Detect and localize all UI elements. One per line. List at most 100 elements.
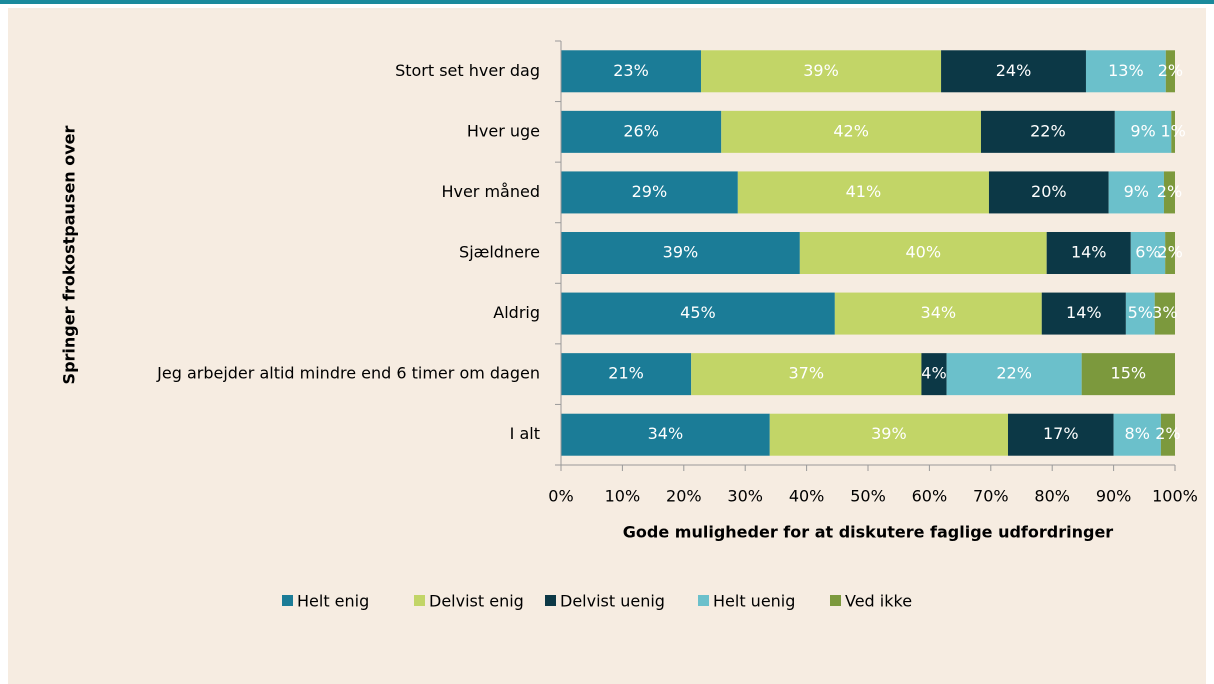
data-label: 6% [1135,243,1160,262]
data-label: 5% [1128,303,1153,322]
bar-segment [769,413,1008,456]
data-label: 41% [846,182,882,201]
data-label: 39% [663,243,699,262]
bar-segment [1171,110,1175,153]
data-label: 26% [623,121,659,140]
x-tick-label: 60% [912,487,948,506]
legend-label: Helt enig [297,592,369,611]
data-label: 15% [1111,364,1147,383]
bar-segment [737,171,989,214]
data-label: 2% [1157,243,1182,262]
bar-segment [1160,413,1175,456]
data-label: 39% [803,61,839,80]
bar-segment [1130,232,1166,274]
bar-segment [980,110,1115,153]
category-label: Hver måned [441,182,540,201]
bar-segment [1085,50,1166,93]
category-label: Hver uge [467,121,540,140]
bar-segment [700,50,942,93]
legend-swatch [282,595,293,606]
bar-segment [561,110,722,153]
legend-label: Ved ikke [845,592,912,611]
data-label: 22% [996,364,1032,383]
bar-segment [946,353,1082,396]
category-label: Aldrig [493,303,540,322]
bar-segment [561,292,835,335]
legend-swatch [830,595,841,606]
data-label: 39% [871,424,907,443]
bar-segment [561,353,692,396]
data-label: 23% [613,61,649,80]
data-label: 2% [1157,182,1182,201]
bar-segment [834,292,1042,335]
data-label: 13% [1108,61,1144,80]
bar-segment [1165,232,1175,274]
x-tick-label: 40% [789,487,825,506]
data-label: 45% [680,303,716,322]
panel [8,8,1206,684]
bar-segment [1041,292,1126,335]
data-label: 37% [789,364,825,383]
bar-segment [1081,353,1175,396]
legend-swatch [414,595,425,606]
bar-segment [941,50,1086,93]
bar-segment [988,171,1109,214]
legend-label: Delvist enig [429,592,524,611]
bar-segment [1007,413,1114,456]
data-label: 29% [632,182,668,201]
x-tick-label: 70% [973,487,1009,506]
x-tick-label: 80% [1034,487,1070,506]
category-label: Stort set hver dag [395,61,540,80]
data-label: 22% [1030,121,1066,140]
category-label: Jeg arbejder altid mindre end 6 timer om… [156,364,540,383]
data-label: 40% [905,243,941,262]
data-label: 21% [608,364,644,383]
x-tick-label: 30% [727,487,763,506]
bar-segment [1046,232,1131,274]
bar-segment [561,171,738,214]
bar-segment [1125,292,1155,335]
category-label: I alt [510,424,540,443]
bar-segment [1108,171,1164,214]
data-label: 17% [1043,424,1079,443]
top-rule [0,0,1214,4]
data-label: 9% [1124,182,1149,201]
data-label: 1% [1160,121,1185,140]
bar-segment [1163,171,1175,214]
x-tick-label: 100% [1152,487,1198,506]
data-label: 3% [1152,303,1177,322]
bar-segment [561,50,701,93]
bar-segment [1165,50,1175,93]
bar-segment [1154,292,1175,335]
x-tick-label: 0% [548,487,573,506]
data-label: 2% [1158,61,1183,80]
bar-segment [799,232,1047,274]
data-label: 2% [1155,424,1180,443]
data-label: 24% [996,61,1032,80]
bar-segment [1114,110,1172,153]
y-axis-title: Springer frokostpausen over [60,125,79,384]
bar-segment [691,353,922,396]
legend-swatch [698,595,709,606]
x-axis-title: Gode muligheder for at diskutere faglige… [623,523,1113,542]
bar-segment [921,353,947,396]
data-label: 4% [921,364,946,383]
legend-swatch [545,595,556,606]
data-label: 34% [921,303,957,322]
x-tick-label: 50% [850,487,886,506]
legend-label: Delvist uenig [560,592,665,611]
data-label: 34% [648,424,684,443]
bar-segment [721,110,981,153]
data-label: 14% [1071,243,1107,262]
data-label: 8% [1125,424,1150,443]
bar-segment [561,232,800,274]
data-label: 42% [833,121,869,140]
legend-label: Helt uenig [713,592,795,611]
x-tick-label: 10% [605,487,641,506]
x-tick-label: 20% [666,487,702,506]
data-label: 14% [1066,303,1102,322]
x-tick-label: 90% [1096,487,1132,506]
data-label: 20% [1031,182,1067,201]
data-label: 9% [1130,121,1155,140]
